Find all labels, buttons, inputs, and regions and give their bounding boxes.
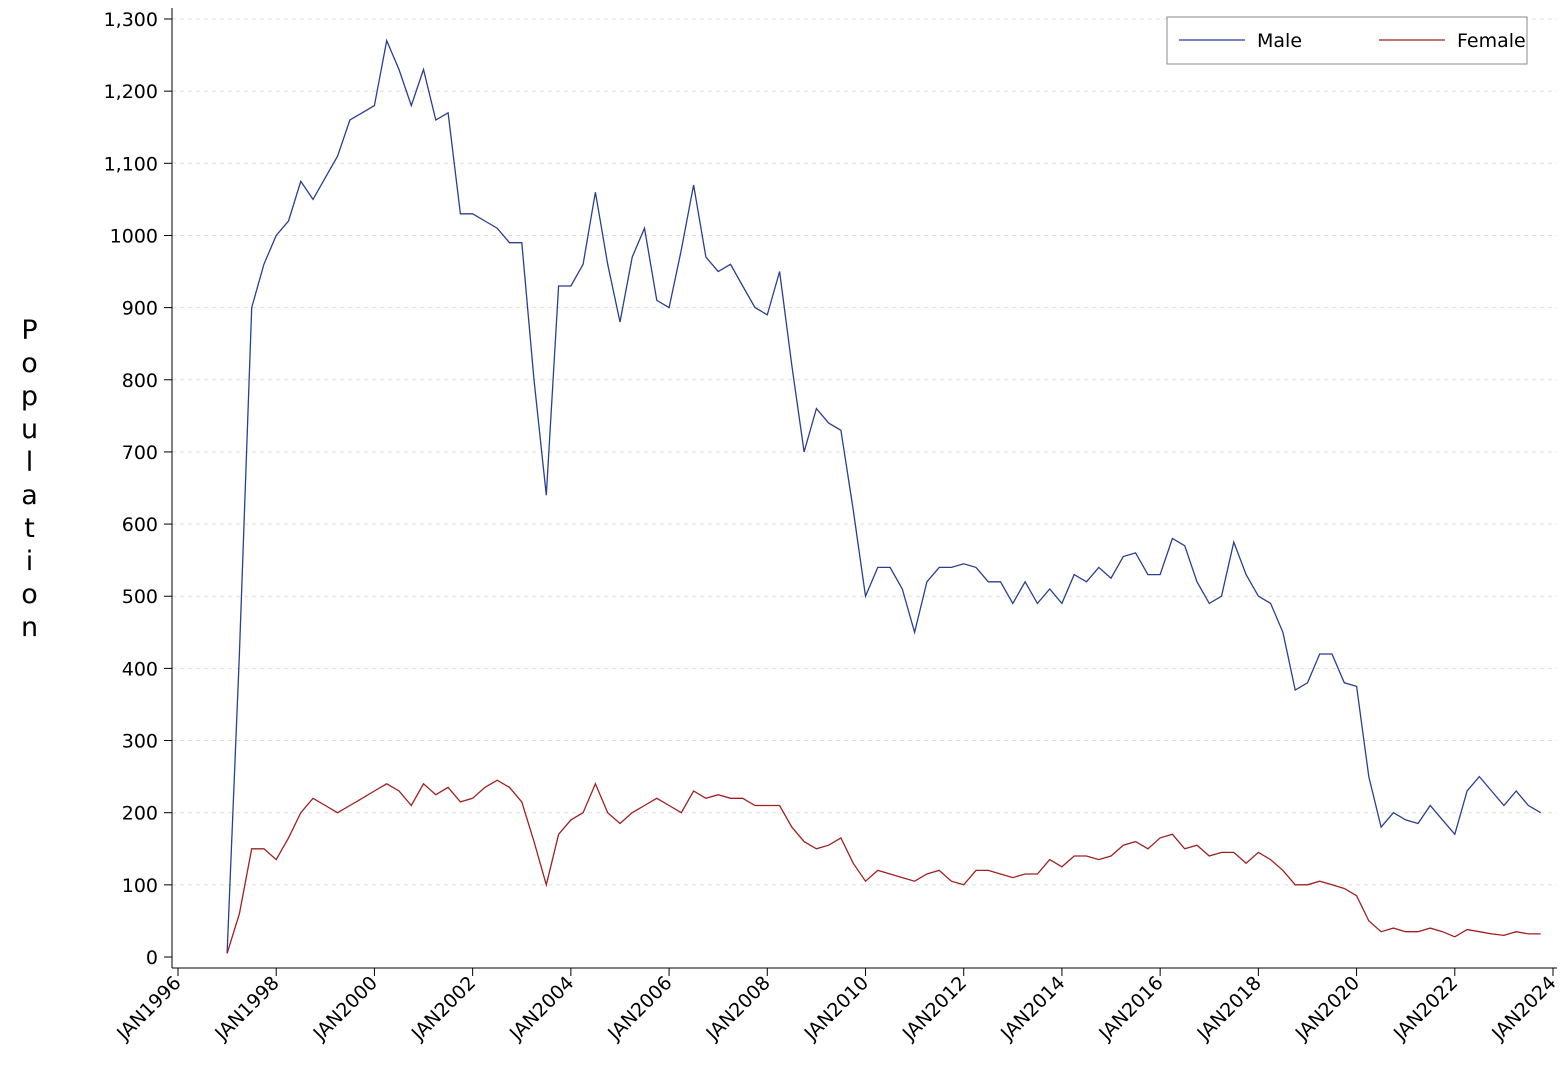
y-tick-label: 200: [122, 803, 158, 825]
y-tick-label: 500: [122, 586, 158, 608]
y-tick-label: 1,100: [104, 153, 158, 175]
y-tick-label: 1,200: [104, 81, 158, 103]
x-tick-label: JAN2006: [603, 972, 676, 1045]
y-tick-label: 0: [146, 947, 158, 969]
x-tick-label: JAN2004: [505, 972, 578, 1045]
x-tick-label: JAN2010: [800, 972, 873, 1045]
series-line: [226, 38, 1542, 954]
y-axis-label: Population: [14, 315, 45, 645]
legend-box: [1166, 16, 1528, 65]
y-tick-label: 400: [122, 658, 158, 680]
series-line: [226, 779, 1541, 954]
y-tick-label: 800: [122, 370, 158, 392]
x-tick-label: JAN2024: [1487, 972, 1560, 1045]
x-tick-label: JAN2014: [996, 972, 1069, 1045]
y-tick-label: 700: [122, 442, 158, 464]
x-tick-label: JAN2002: [407, 972, 480, 1045]
x-tick-label: JAN2020: [1291, 972, 1364, 1045]
x-tick-label: JAN2008: [701, 972, 774, 1045]
x-tick-label: JAN2022: [1389, 972, 1462, 1045]
x-tick-label: JAN1998: [210, 972, 283, 1045]
y-tick-label: 900: [122, 298, 158, 320]
x-tick-label: JAN1996: [112, 972, 185, 1045]
x-tick-label: JAN2018: [1192, 972, 1265, 1045]
y-tick-label: 1000: [110, 225, 158, 247]
y-tick-label: 600: [122, 514, 158, 536]
y-tick-label: 100: [122, 875, 158, 897]
y-tick-label: 300: [122, 731, 158, 753]
legend-label: Female: [1457, 30, 1526, 52]
y-tick-label: 1,300: [104, 9, 158, 31]
x-tick-label: JAN2000: [309, 972, 382, 1045]
x-tick-label: JAN2012: [898, 972, 971, 1045]
legend-label: Male: [1257, 30, 1302, 52]
x-tick-label: JAN2016: [1094, 972, 1167, 1045]
